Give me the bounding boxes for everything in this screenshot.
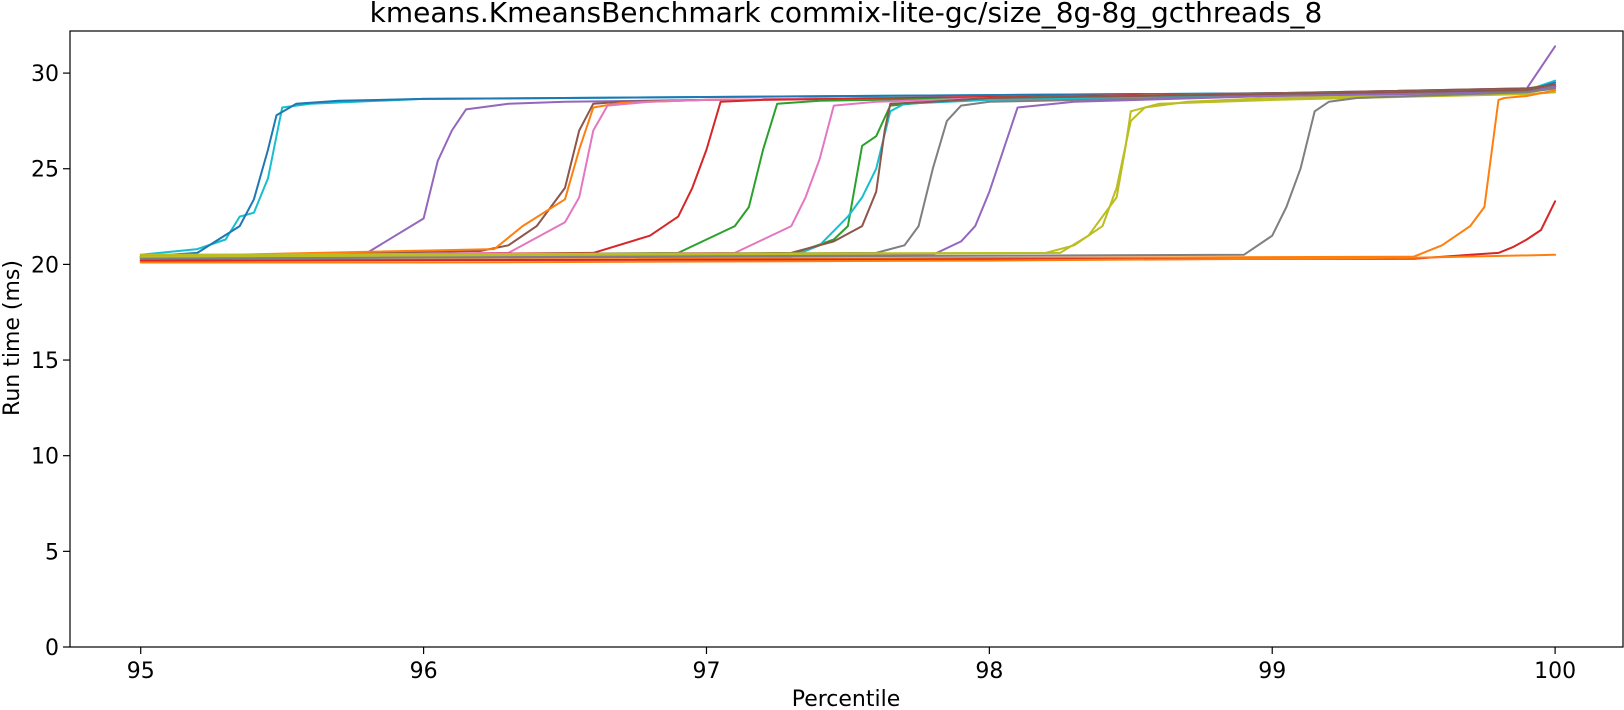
y-tick-label: 25 <box>31 158 59 183</box>
x-tick-label: 96 <box>410 659 438 684</box>
y-tick-label: 20 <box>31 253 59 278</box>
x-axis-label: Percentile <box>792 687 901 710</box>
series-line-2 <box>139 81 1557 258</box>
series-line-4 <box>139 83 1557 258</box>
series-line-8 <box>139 85 1557 258</box>
series-line-17 <box>139 87 1557 260</box>
series-line-14 <box>139 85 1557 260</box>
chart-title: kmeans.KmeansBenchmark commix-lite-gc/si… <box>370 0 1323 29</box>
series-line-11 <box>139 87 1557 258</box>
series-line-12 <box>139 85 1557 258</box>
series-line-16 <box>139 91 1557 258</box>
y-axis-label: Run time (ms) <box>0 260 25 416</box>
series-line-15 <box>139 91 1557 256</box>
series-line-1 <box>139 79 1557 256</box>
series-line-10 <box>139 85 1557 258</box>
y-tick-label: 0 <box>45 636 59 661</box>
y-tick-label: 30 <box>31 62 59 87</box>
x-tick-label: 97 <box>692 659 720 684</box>
plot-frame <box>69 30 1624 648</box>
x-tick-label: 98 <box>975 659 1003 684</box>
series-line-6 <box>139 85 1557 258</box>
plot-area: 95 96 97 98 99 100 0 5 10 15 20 25 30 <box>31 45 1576 684</box>
y-tick-label: 10 <box>31 445 59 470</box>
series-line-7 <box>139 85 1557 258</box>
series-line-20 <box>139 253 1557 264</box>
series-line-13 <box>139 85 1557 258</box>
series-line-9 <box>139 85 1557 258</box>
series-line-5 <box>139 85 1557 258</box>
series-line-18 <box>139 89 1557 262</box>
x-tick-label: 95 <box>127 659 155 684</box>
x-tick-label: 99 <box>1258 659 1286 684</box>
y-tick-label: 15 <box>31 349 59 374</box>
y-tick-label: 5 <box>45 540 59 565</box>
x-tick-label: 100 <box>1534 659 1576 684</box>
